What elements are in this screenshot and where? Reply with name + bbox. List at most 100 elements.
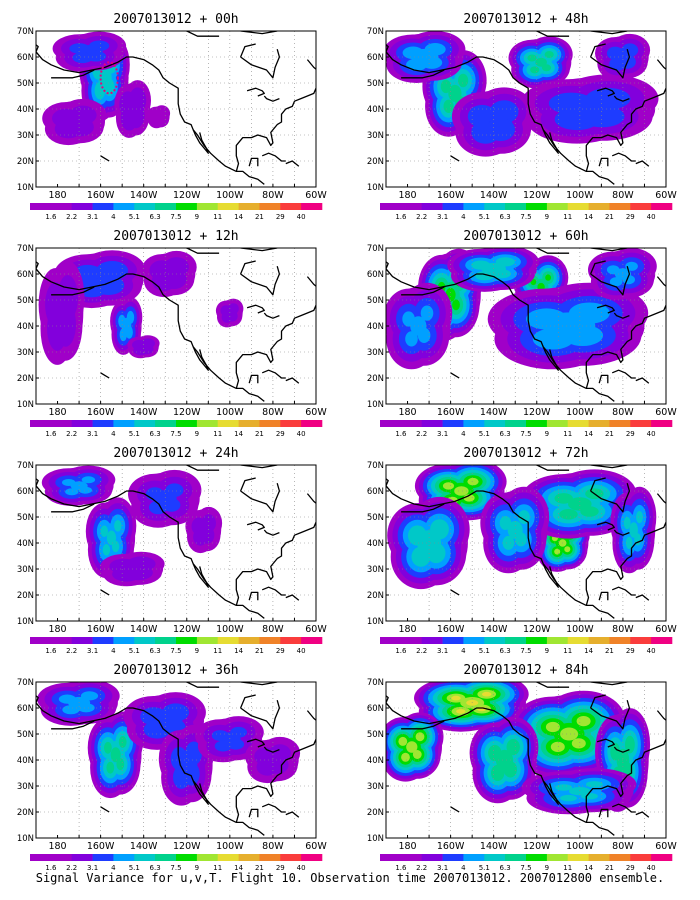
colorbar-swatch [421, 420, 443, 427]
lon-tick-label: 160W [437, 841, 465, 852]
lon-tick-label: 60W [655, 841, 677, 852]
colorbar-swatch [196, 420, 219, 427]
variance-level-3 [568, 302, 610, 324]
lat-tick-label: 20N [17, 374, 34, 384]
colorbar-swatch [526, 420, 548, 427]
variance-level-0 [152, 111, 170, 128]
colorbar-label: 29 [626, 430, 635, 438]
lon-tick-label: 160W [437, 190, 465, 201]
variance-level-7 [401, 752, 410, 762]
variance-level-2 [89, 40, 110, 52]
colorbar-label: 2.2 [416, 213, 427, 221]
colorbar: 1.6 2.2 3.1 4 5.1 6.3 7.5 9 11 14 21 29 40 [30, 203, 323, 221]
variance-level-3 [606, 265, 620, 275]
lon-tick-label: 100W [216, 624, 244, 635]
colorbar-swatch [567, 203, 589, 210]
colorbar-label: 11 [213, 647, 222, 655]
variance-level-1 [55, 301, 76, 347]
colorbar-label: 5.1 [129, 430, 140, 438]
colorbar-label: 40 [297, 430, 306, 438]
lat-tick-label: 70N [367, 27, 384, 37]
lon-tick-label: 80W [612, 841, 634, 852]
lat-tick-label: 30N [367, 782, 384, 792]
colorbar-swatch [400, 854, 423, 861]
variance-level-4 [471, 260, 491, 270]
lat-tick-label: 30N [17, 131, 34, 141]
colorbar-swatch [50, 420, 73, 427]
panel-title: 2007013012 + 48h [463, 12, 588, 27]
lon-tick-label: 120W [173, 624, 201, 635]
colorbar-label: 3.1 [437, 213, 448, 221]
colorbar-swatch [259, 637, 281, 644]
variance-level-3 [405, 331, 418, 347]
map-panel-60h: 2007013012 + 60h 10N 20N 30N 40N 50N 60N 70N 180… [367, 229, 678, 438]
variance-level-4 [100, 525, 109, 537]
variance-level-1 [139, 344, 154, 355]
variance-level-7 [550, 741, 565, 753]
colorbar-swatch [526, 854, 548, 861]
colorbar-label: 2.2 [416, 864, 427, 872]
panel-title: 2007013012 + 12h [113, 229, 238, 244]
colorbar-swatch [196, 203, 219, 210]
lon-tick-label: 140W [480, 407, 508, 418]
colorbar-swatch [301, 420, 323, 427]
colorbar-label: 7.5 [520, 430, 531, 438]
colorbar-swatch [609, 637, 631, 644]
variance-field [36, 465, 316, 621]
variance-level-4 [636, 510, 643, 524]
colorbar-swatch [463, 203, 485, 210]
variance-level-5 [554, 493, 573, 504]
colorbar-swatch [421, 854, 443, 861]
lat-tick-label: 60N [17, 53, 34, 63]
lon-tick-label: 180 [398, 624, 416, 635]
colorbar-label: 1.6 [45, 864, 57, 872]
variance-level-4 [499, 516, 512, 530]
lat-tick-label: 60N [367, 270, 384, 280]
colorbar-swatch [484, 203, 506, 210]
colorbar-label: 40 [297, 647, 306, 655]
lat-tick-label: 60N [17, 270, 34, 280]
lon-tick-label: 100W [566, 407, 594, 418]
lat-tick-label: 10N [17, 617, 34, 627]
lat-tick-label: 40N [367, 539, 384, 549]
variance-level-5 [488, 744, 502, 762]
variance-level-5 [527, 54, 537, 62]
colorbar-label: 7.5 [520, 647, 531, 655]
lat-tick-label: 10N [17, 834, 34, 844]
colorbar-swatch [505, 854, 527, 861]
colorbar-swatch [217, 854, 239, 861]
variance-level-7 [442, 482, 455, 490]
lon-tick-label: 160W [87, 624, 115, 635]
colorbar-swatch [442, 637, 464, 644]
colorbar-swatch [50, 203, 73, 210]
colorbar: 1.6 2.2 3.1 4 5.1 6.3 7.5 9 11 14 21 29 40 [380, 637, 673, 655]
colorbar-label: 21 [255, 647, 264, 655]
colorbar-swatch [484, 420, 506, 427]
colorbar-swatch [92, 637, 114, 644]
lon-tick-label: 120W [173, 407, 201, 418]
colorbar-swatch [134, 420, 156, 427]
colorbar-swatch [238, 637, 260, 644]
colorbar-label: 7.5 [520, 213, 531, 221]
lon-tick-label: 180 [398, 841, 416, 852]
colorbar-label: 6.3 [150, 864, 161, 872]
lat-tick-label: 70N [17, 461, 34, 471]
variance-level-3 [421, 56, 443, 69]
colorbar-swatch [380, 637, 402, 644]
coastline [386, 248, 666, 402]
colorbar-swatch [546, 203, 569, 210]
colorbar-label: 21 [605, 430, 614, 438]
colorbar-label: 40 [647, 864, 656, 872]
lat-tick-label: 70N [17, 27, 34, 37]
colorbar-label: 14 [234, 430, 243, 438]
colorbar-label: 14 [584, 864, 593, 872]
colorbar-label: 9 [545, 430, 549, 438]
colorbar-swatch [400, 203, 423, 210]
colorbar-swatch [134, 854, 156, 861]
lat-tick-label: 10N [367, 834, 384, 844]
colorbar-swatch [630, 637, 652, 644]
colorbar-label: 3.1 [87, 647, 98, 655]
map-panel-24h: 2007013012 + 24h 10N 20N 30N 40N 50N 60N 70N 180… [17, 446, 328, 655]
variance-level-2 [579, 105, 625, 128]
